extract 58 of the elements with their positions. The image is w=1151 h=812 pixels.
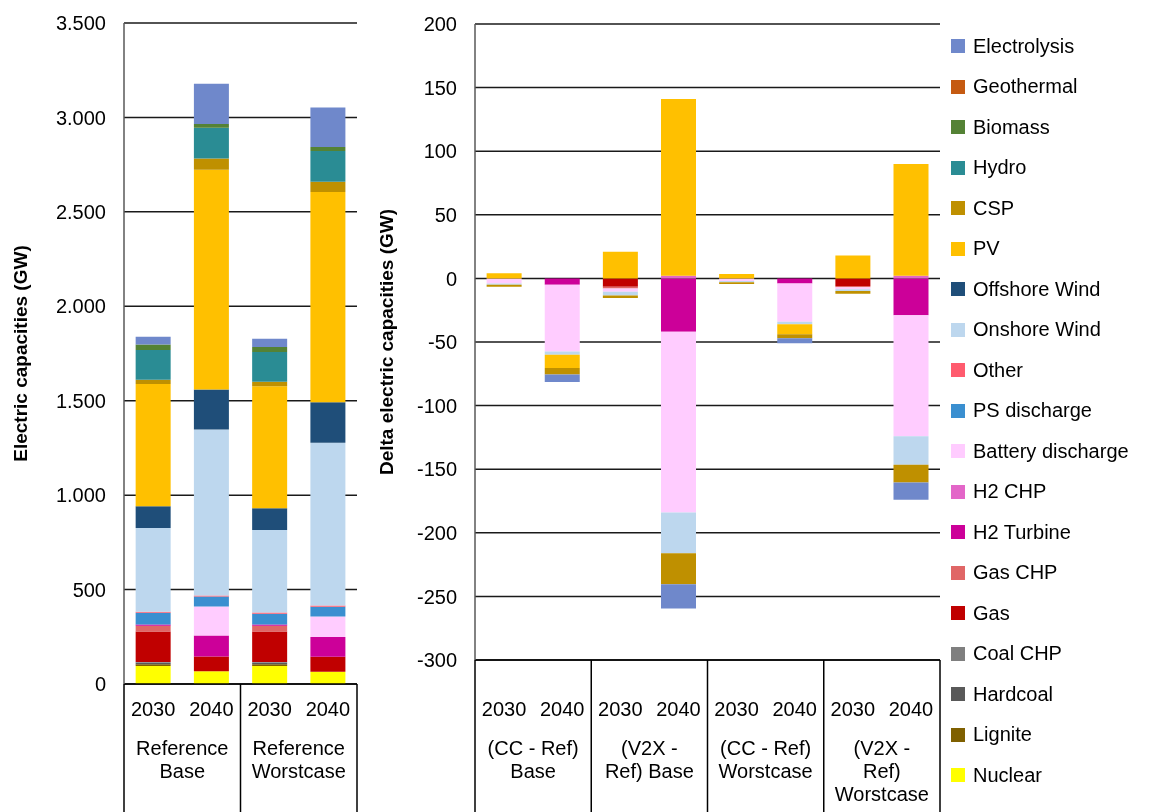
legend-label: Other xyxy=(973,358,1024,382)
x-tick-label: 2040 xyxy=(189,698,234,721)
y-tick-label: 2.000 xyxy=(55,295,106,318)
y-tick-label: 0 xyxy=(445,267,457,290)
legend-label: Geothermal xyxy=(973,75,1078,99)
y-tick-label: -200 xyxy=(416,521,457,544)
y-axis-title: Delta electric capacities (GW) xyxy=(375,208,397,476)
legend-label: PV xyxy=(973,237,1000,261)
x-tick-label: 2030 xyxy=(130,698,176,721)
text: Reference Worstcase xyxy=(251,737,346,782)
legend-label: Nuclear xyxy=(973,763,1042,787)
x-tick-label: 2040 xyxy=(772,698,817,721)
x-tick-label: 2030 xyxy=(830,698,876,721)
legend-label: Hardcoal xyxy=(973,682,1054,706)
x-tick-label: 2040 xyxy=(305,698,351,721)
y-tick-label: -150 xyxy=(416,458,457,481)
y-tick-label: 500 xyxy=(72,578,106,601)
x-tick-label: 2030 xyxy=(481,698,527,721)
y-tick-label: 100 xyxy=(423,140,457,163)
y-tick-label: 3.000 xyxy=(55,106,106,129)
x-tick-label: 2040 xyxy=(656,698,701,721)
legend-label: H2 CHP xyxy=(973,480,1047,504)
x-tick-label: 2040 xyxy=(539,698,585,721)
x-tick-label: 2030 xyxy=(247,698,292,721)
x-tick-label: 2030 xyxy=(714,698,759,721)
legend-label: Biomass xyxy=(973,115,1050,139)
legend-label: CSP xyxy=(973,196,1015,220)
legend-label: Electrolysis xyxy=(973,34,1075,58)
legend-label: Gas CHP xyxy=(973,561,1058,585)
y-tick-label: -250 xyxy=(416,585,457,608)
x-tick-label: 2030 xyxy=(598,698,643,721)
legend-label: Coal CHP xyxy=(973,642,1062,666)
y-tick-label: 1.500 xyxy=(55,389,106,412)
text: (CC - Ref) Worstcase xyxy=(718,737,813,782)
legend-label: Hydro xyxy=(973,156,1027,180)
y-tick-label: -50 xyxy=(428,331,457,354)
legend-label: Offshore Wind xyxy=(973,277,1101,301)
y-tick-label: 200 xyxy=(423,13,457,36)
text: (V2X - Ref) Worstcase xyxy=(834,737,929,805)
y-tick-label: 2.500 xyxy=(55,200,106,223)
text: (V2X - Ref) Base xyxy=(604,737,694,782)
legend-label: Battery discharge xyxy=(973,439,1129,463)
legend-label: Gas xyxy=(973,601,1010,625)
y-tick-label: 0 xyxy=(94,673,106,696)
y-tick-label: 50 xyxy=(434,203,457,226)
text: (CC - Ref) Base xyxy=(487,737,579,782)
x-tick-label: 2040 xyxy=(888,698,934,721)
text: Reference Base xyxy=(136,737,229,782)
legend-label: H2 Turbine xyxy=(973,520,1071,544)
legend-label: Lignite xyxy=(973,723,1032,747)
y-tick-label: 3.500 xyxy=(55,12,106,35)
y-axis-title: Electric capacities (GW) xyxy=(9,245,31,462)
legend-label: PS discharge xyxy=(973,399,1092,423)
y-tick-label: 1.000 xyxy=(55,484,106,507)
legend-label: Onshore Wind xyxy=(973,318,1101,342)
y-tick-label: 150 xyxy=(423,76,457,99)
y-tick-label: -100 xyxy=(416,394,457,417)
y-tick-label: -300 xyxy=(416,649,457,672)
